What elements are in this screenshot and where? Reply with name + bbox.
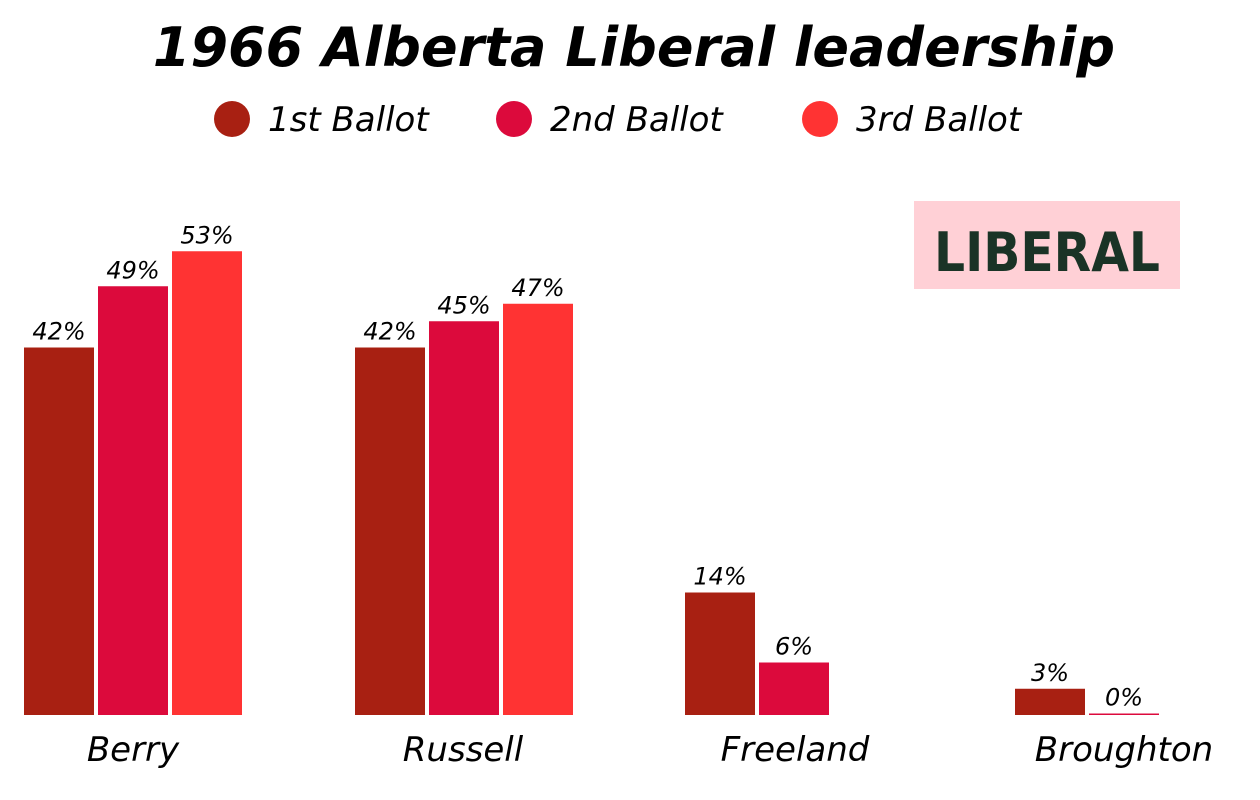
- value-label-russell-series-1: 42%: [363, 318, 416, 346]
- bar-freeland-series-1: [685, 592, 755, 715]
- chart-title: 1966 Alberta Liberal leadership: [153, 16, 1115, 79]
- bar-group-broughton: 3% 0%: [1015, 659, 1159, 715]
- bar-russell-series-1: [355, 347, 425, 715]
- category-label-russell: Russell: [403, 730, 524, 770]
- bar-freeland-series-2: [759, 662, 829, 715]
- legend-label-3: 3rd Ballot: [856, 100, 1023, 140]
- bar-russell-series-2: [429, 321, 499, 715]
- bar-berry-series-2: [98, 286, 168, 715]
- value-label-berry-series-2: 49%: [106, 256, 159, 284]
- legend-item-2: 2nd Ballot: [496, 100, 724, 140]
- value-label-broughton-series-1: 3%: [1031, 659, 1069, 687]
- value-label-freeland-series-2: 6%: [775, 633, 813, 661]
- legend: 1st Ballot 2nd Ballot 3rd Ballot: [214, 100, 1023, 140]
- bar-broughton-series-2: [1089, 713, 1159, 715]
- bar-berry-series-3: [172, 251, 242, 715]
- value-label-berry-series-3: 53%: [180, 221, 233, 249]
- bar-russell-series-3: [503, 303, 573, 715]
- category-label-berry: Berry: [87, 730, 180, 770]
- bar-group-berry: 42% 49% 53%: [24, 221, 242, 715]
- logo-background: [914, 201, 1180, 289]
- logo-text: LIBERAL: [934, 221, 1160, 284]
- liberal-logo: LIBERAL: [914, 201, 1180, 289]
- plot-area: 42% 49% 53% Berry 42% 45% 47% Russell 14% 6% Freel…: [24, 221, 1213, 770]
- legend-label-2: 2nd Ballot: [550, 100, 724, 140]
- category-label-broughton: Broughton: [1035, 730, 1213, 770]
- legend-item-1: 1st Ballot: [214, 100, 430, 140]
- bar-berry-series-1: [24, 347, 94, 715]
- value-label-freeland-series-1: 14%: [693, 563, 746, 591]
- legend-swatch-2: [496, 101, 532, 137]
- bar-group-freeland: 14% 6%: [685, 563, 829, 715]
- value-label-broughton-series-2: 0%: [1105, 684, 1143, 712]
- bar-group-russell: 42% 45% 47%: [355, 274, 573, 715]
- value-label-russell-series-3: 47%: [511, 274, 564, 302]
- value-label-russell-series-2: 45%: [437, 291, 490, 319]
- bar-broughton-series-1: [1015, 688, 1085, 715]
- legend-item-3: 3rd Ballot: [802, 100, 1023, 140]
- value-label-berry-series-1: 42%: [32, 318, 85, 346]
- legend-label-1: 1st Ballot: [268, 100, 430, 140]
- legend-swatch-1: [214, 101, 250, 137]
- category-label-freeland: Freeland: [721, 730, 870, 770]
- legend-swatch-3: [802, 101, 838, 137]
